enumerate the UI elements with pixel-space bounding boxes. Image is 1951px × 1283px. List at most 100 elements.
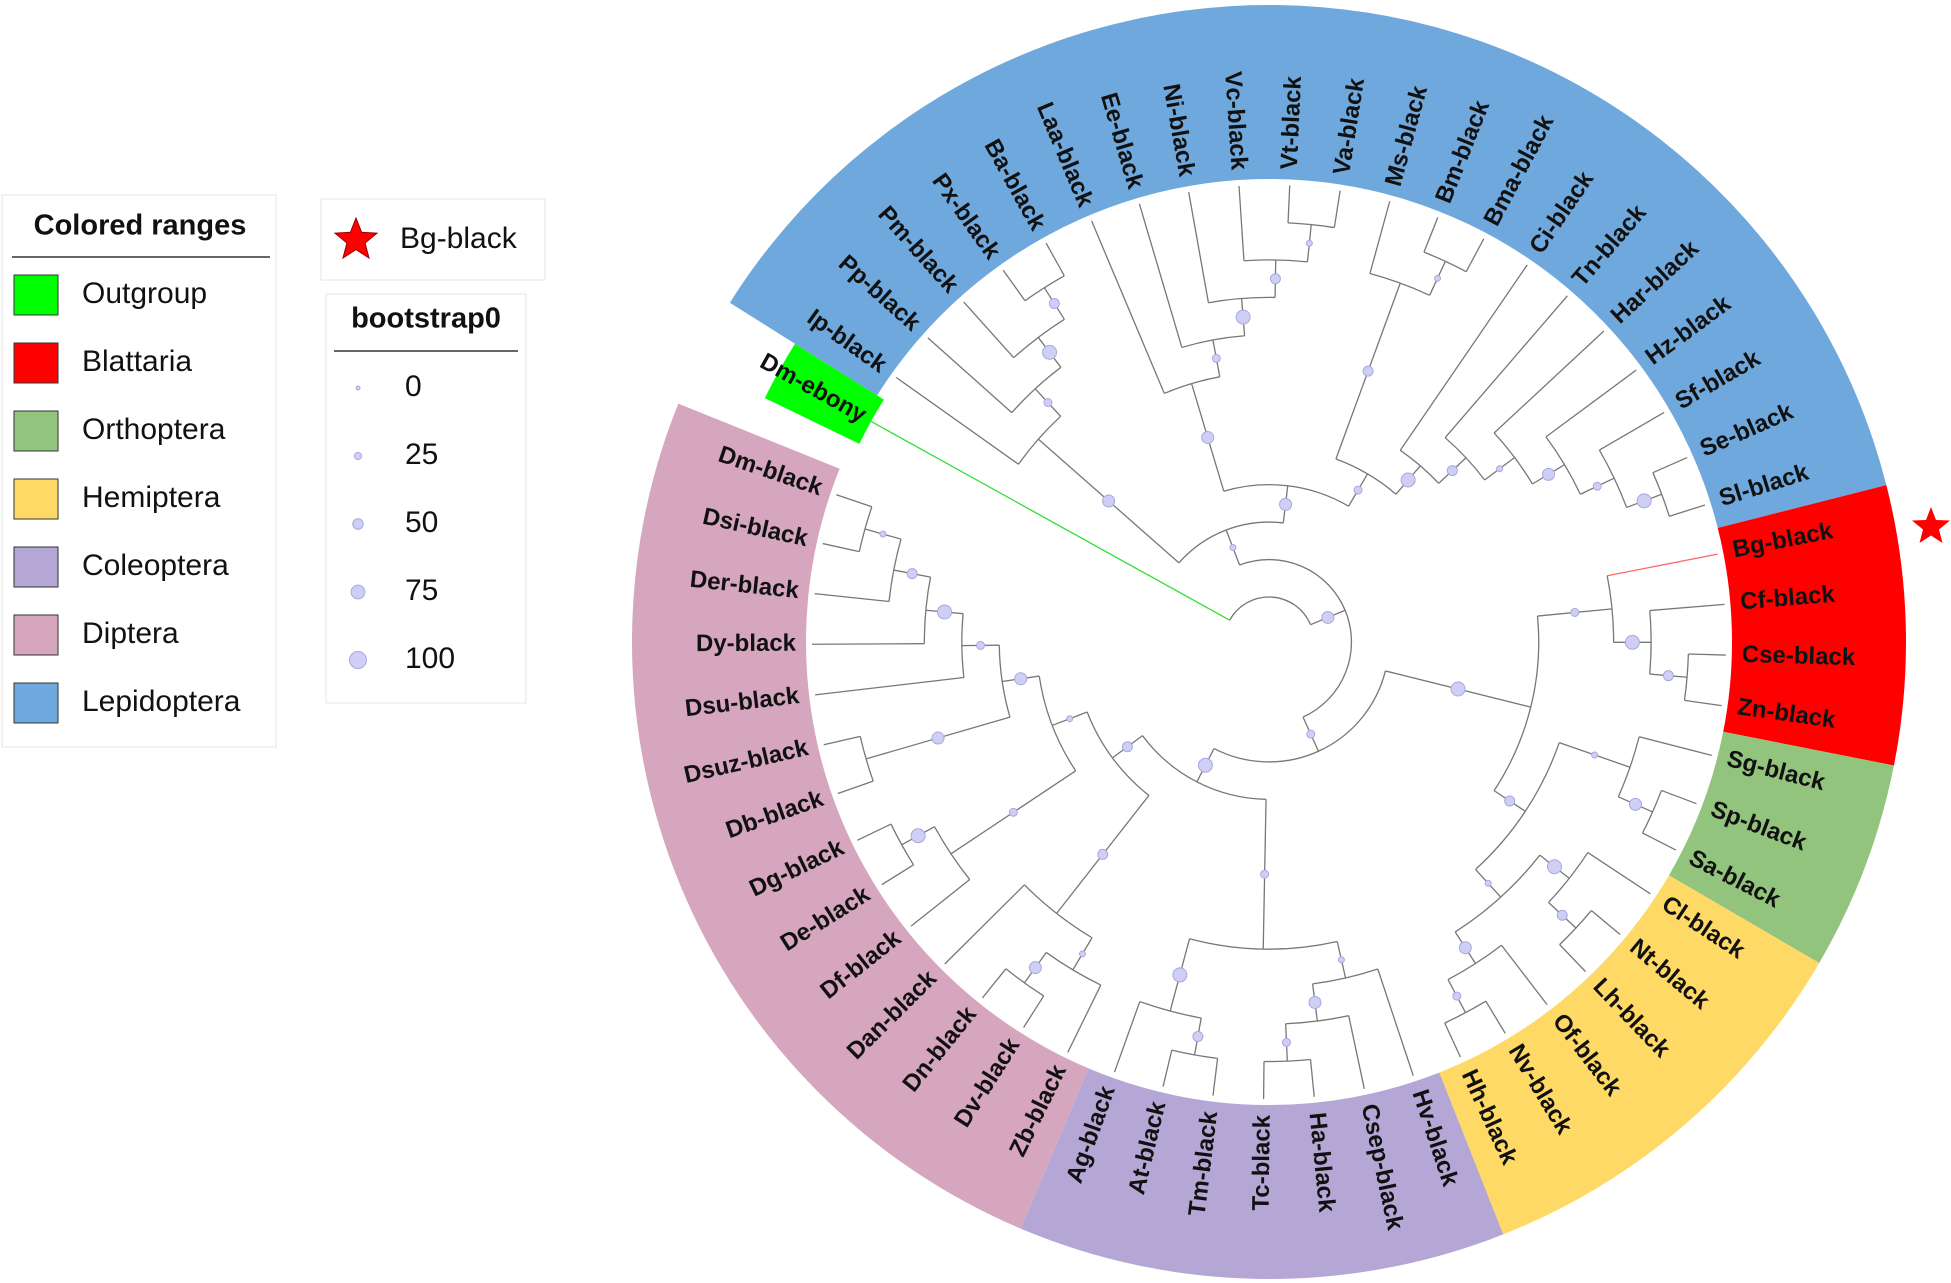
node-support-dot <box>1337 956 1345 964</box>
branch <box>1399 264 1528 451</box>
branch <box>1423 217 1439 253</box>
branch <box>881 864 914 886</box>
branch <box>1091 220 1165 394</box>
legend-swatch <box>13 410 59 452</box>
branch-arc <box>1454 854 1541 933</box>
range-sector <box>1439 875 1820 1235</box>
node-support-dot <box>931 731 945 745</box>
node-support-dot <box>1229 543 1237 551</box>
node-support-dot <box>1197 757 1213 773</box>
node-support-dot <box>1121 741 1133 753</box>
branch <box>1587 852 1651 895</box>
bootstrap-dot <box>353 451 363 461</box>
branch-arc <box>1011 366 1062 414</box>
node-support-dot <box>1305 239 1313 247</box>
branch <box>1465 238 1485 273</box>
branch-arc <box>858 506 873 552</box>
branch-arc <box>1369 272 1430 296</box>
node-support-dot <box>1541 467 1555 481</box>
legend-label: Outgroup <box>82 277 207 310</box>
highlight-label: Bg-black <box>400 222 518 255</box>
bootstrap-dot <box>352 518 364 530</box>
leaf-label: Dy-black <box>696 630 797 657</box>
leaf-label: Vc-black <box>1219 71 1252 172</box>
branch-arc <box>1181 335 1245 349</box>
branch-arc <box>1024 275 1065 302</box>
branch-arc <box>1171 1049 1218 1060</box>
node-support-dot <box>1321 610 1335 624</box>
bootstrap-dot <box>355 385 361 391</box>
legend-label: Diptera <box>82 617 179 650</box>
bootstrap-dot <box>349 651 367 669</box>
branch-arc <box>1264 1058 1311 1063</box>
branch-arc <box>890 823 915 866</box>
bootstrap-value: 25 <box>405 438 438 471</box>
ranges-legend-title: Colored ranges <box>34 210 247 242</box>
branch-arc <box>1223 484 1349 507</box>
branch <box>1590 910 1621 936</box>
node-support-dot <box>1400 472 1416 488</box>
node-support-dot <box>1446 465 1458 477</box>
branch-arc <box>1335 458 1397 495</box>
branch <box>1684 699 1722 707</box>
node-support-dot <box>1504 795 1516 807</box>
branch-arc <box>888 538 902 602</box>
node-support-dot <box>1048 298 1060 310</box>
branch <box>944 884 1025 965</box>
legend-label: Lepidoptera <box>82 685 241 718</box>
branch-arc <box>1559 910 1592 946</box>
branch <box>1500 944 1548 1006</box>
branch-arc <box>1649 610 1652 675</box>
legend-label: Orthoptera <box>82 413 226 446</box>
branch <box>1162 1049 1173 1087</box>
node-support-dot <box>1547 859 1563 875</box>
branch <box>1688 653 1726 656</box>
branch-arc <box>1086 711 1150 796</box>
branch <box>1599 411 1665 451</box>
node-support-dot <box>910 828 926 844</box>
branch <box>836 494 873 508</box>
node-support-dot <box>1452 991 1462 1001</box>
bootstrap-value: 100 <box>405 642 455 675</box>
branch <box>1485 1000 1506 1034</box>
leaf-label: Vt-black <box>1276 75 1307 170</box>
leaf-label: Cse-black <box>1741 641 1856 671</box>
branch-arc <box>1617 736 1640 798</box>
branch <box>1444 1022 1461 1058</box>
branch <box>856 823 892 841</box>
node-support-dot <box>1078 950 1086 958</box>
branch <box>963 301 1015 359</box>
node-support-dot <box>1235 309 1251 325</box>
bootstrap-dot <box>350 584 366 600</box>
branch <box>1559 944 1587 973</box>
node-support-dot <box>1201 430 1215 444</box>
branch <box>1444 295 1568 439</box>
node-support-dot <box>1434 274 1442 282</box>
branch <box>1045 242 1065 277</box>
branch-arc <box>1652 472 1670 517</box>
legend-label: Hemiptera <box>82 481 221 514</box>
branch <box>1113 1001 1141 1073</box>
range-sector <box>1717 485 1906 766</box>
branch <box>814 676 964 696</box>
branch-arc <box>1139 1000 1202 1019</box>
branch <box>1642 832 1677 851</box>
branch-arc <box>1683 653 1690 701</box>
branch-arc <box>1444 437 1486 481</box>
branch-arc <box>1189 938 1338 950</box>
branch <box>1369 201 1391 274</box>
node-support-dot <box>936 604 952 620</box>
branch-arc <box>1598 449 1628 508</box>
range-sector <box>1020 1068 1504 1279</box>
branch-arc <box>1239 558 1353 718</box>
branch-arc <box>1493 616 1540 791</box>
branch <box>910 879 971 927</box>
bootstrap-value: 75 <box>405 574 438 607</box>
node-support-dot <box>1028 961 1042 975</box>
legend-label: Blattaria <box>82 345 192 378</box>
tree: Dm-ebonyIp-blackPp-blackPm-blackPx-black… <box>631 5 1906 1279</box>
branch <box>1607 553 1718 577</box>
branch-arc <box>998 645 1011 718</box>
branch <box>1333 190 1341 228</box>
branch-arc <box>1493 432 1533 485</box>
